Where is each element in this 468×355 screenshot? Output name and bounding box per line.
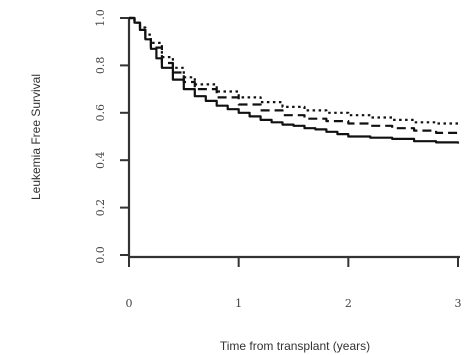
survival-curves: [129, 16, 460, 144]
survival-curve-dashed: [129, 16, 460, 135]
tick-labels: 0.0 0.2 0.4 0.6 0.8 1.0 0 1 2 3: [94, 9, 462, 310]
y-tick-label: 0.6: [94, 104, 107, 122]
ticks: [120, 17, 459, 267]
survival-curve-dotted: [129, 16, 460, 125]
x-tick-label: 2: [345, 297, 352, 310]
x-tick-label: 0: [126, 297, 133, 310]
y-axis-title: Leukemia Free Survival: [29, 74, 43, 200]
y-tick-label: 0.4: [94, 151, 107, 169]
y-tick-label: 0.8: [94, 57, 107, 75]
y-tick-label: 0.0: [94, 246, 107, 264]
axes: [127, 17, 460, 259]
x-axis-title: Time from transplant (years): [220, 339, 370, 353]
x-tick-label: 1: [235, 297, 242, 310]
y-tick-label: 1.0: [94, 9, 107, 27]
survival-curve-solid: [129, 16, 460, 144]
y-tick-label: 0.2: [94, 199, 107, 217]
x-tick-label: 3: [455, 297, 462, 310]
